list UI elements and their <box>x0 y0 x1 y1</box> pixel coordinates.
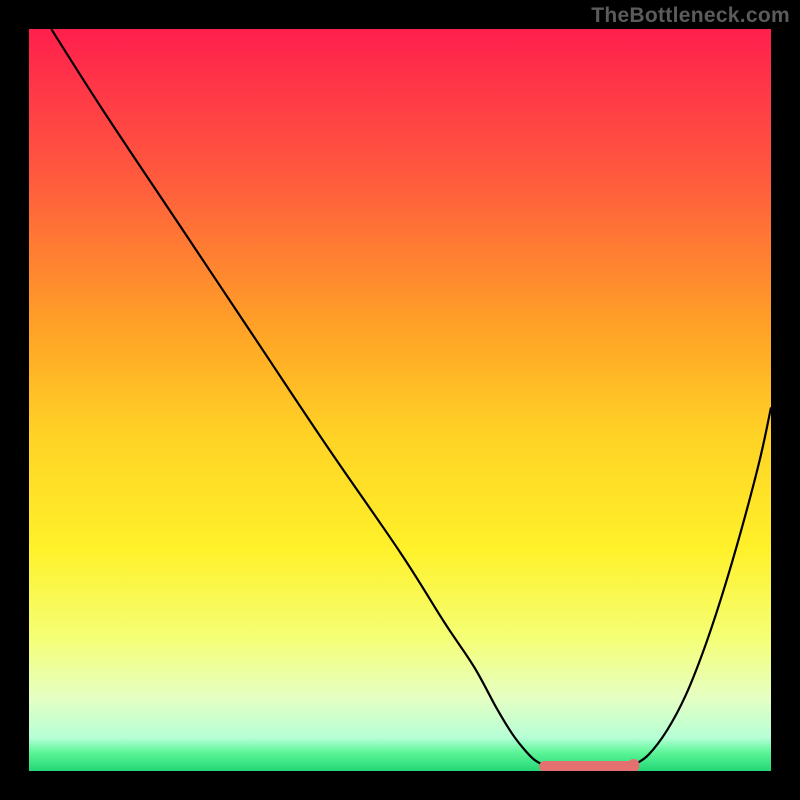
watermark-text: TheBottleneck.com <box>591 4 790 28</box>
bottleneck-curve-left <box>51 29 544 766</box>
bottleneck-curve-right <box>634 407 771 765</box>
chart-plot-area <box>29 29 771 771</box>
chart-curve-layer <box>29 29 771 771</box>
trough-marker-endpoint <box>628 759 639 770</box>
